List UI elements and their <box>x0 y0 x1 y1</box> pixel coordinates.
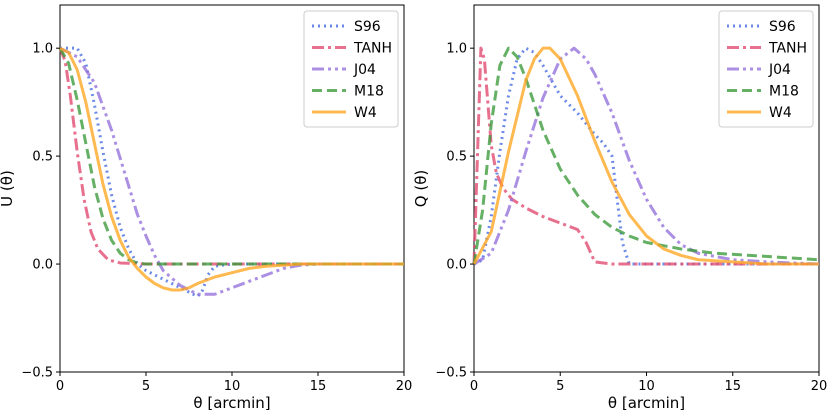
x-tick-label: 15 <box>310 379 327 394</box>
y-tick-label: 0.5 <box>32 150 53 165</box>
y-tick-label: −0.5 <box>21 366 53 381</box>
legend-label-tanh: TANH <box>353 41 392 57</box>
legend-label-j04: J04 <box>353 62 376 78</box>
x-tick-label: 5 <box>142 379 150 394</box>
x-axis-label: θ [arcmin] <box>608 394 685 412</box>
q-profile-panel: 0 5 10 15 20 −0.5 0.0 0.5 1.0 θ [arcmin] Q (θ) S96 T… <box>412 4 828 412</box>
y-axis-label: Q (θ) <box>412 170 430 207</box>
legend-label-w4: W4 <box>354 105 377 121</box>
y-tick-label: 0.5 <box>446 150 467 165</box>
series-line-w4 <box>59 46 404 292</box>
x-tick-label: 10 <box>224 379 241 394</box>
legend-label-w4: W4 <box>769 105 792 121</box>
legend-label-s96: S96 <box>769 19 796 35</box>
u-profile-panel: 0 5 10 15 20 −0.5 0.0 0.5 1.0 θ [arcmin] U (θ) S96 T… <box>0 4 413 412</box>
series-line-s96 <box>473 46 819 266</box>
x-tick-label: 15 <box>724 379 741 394</box>
y-axis-label: U (θ) <box>0 170 16 207</box>
x-tick-label: 0 <box>470 379 478 394</box>
series-line-tanh <box>472 46 819 266</box>
legend: S96 TANH J04 M18 W4 <box>718 10 814 128</box>
series-line-m18 <box>472 46 820 265</box>
series-line-w4 <box>472 46 819 266</box>
x-tick-label: 5 <box>556 379 564 394</box>
x-tick-label: 10 <box>638 379 655 394</box>
y-tick-label: 1.0 <box>32 42 53 57</box>
x-tick-label: 0 <box>56 379 64 394</box>
legend-label-j04: J04 <box>768 62 791 78</box>
y-tick-label: 0.0 <box>446 258 467 273</box>
y-tick-label: 0.0 <box>32 258 53 273</box>
legend-label-s96: S96 <box>354 19 381 35</box>
y-tick-label: 1.0 <box>446 42 467 57</box>
y-tick-label: −0.5 <box>435 366 467 381</box>
x-tick-label: 20 <box>396 379 413 394</box>
series-line-s96 <box>60 46 404 298</box>
legend-label-tanh: TANH <box>768 41 807 57</box>
legend-label-m18: M18 <box>354 84 384 100</box>
x-axis-label: θ [arcmin] <box>193 394 270 412</box>
legend-label-m18: M18 <box>769 84 799 100</box>
series-line-j04 <box>59 46 404 296</box>
x-tick-label: 20 <box>811 379 828 394</box>
legend-box <box>303 10 399 128</box>
series-line-m18 <box>58 47 404 266</box>
series-line-tanh <box>58 47 404 266</box>
legend: S96 TANH J04 M18 W4 <box>303 10 399 128</box>
legend-box <box>718 10 814 128</box>
